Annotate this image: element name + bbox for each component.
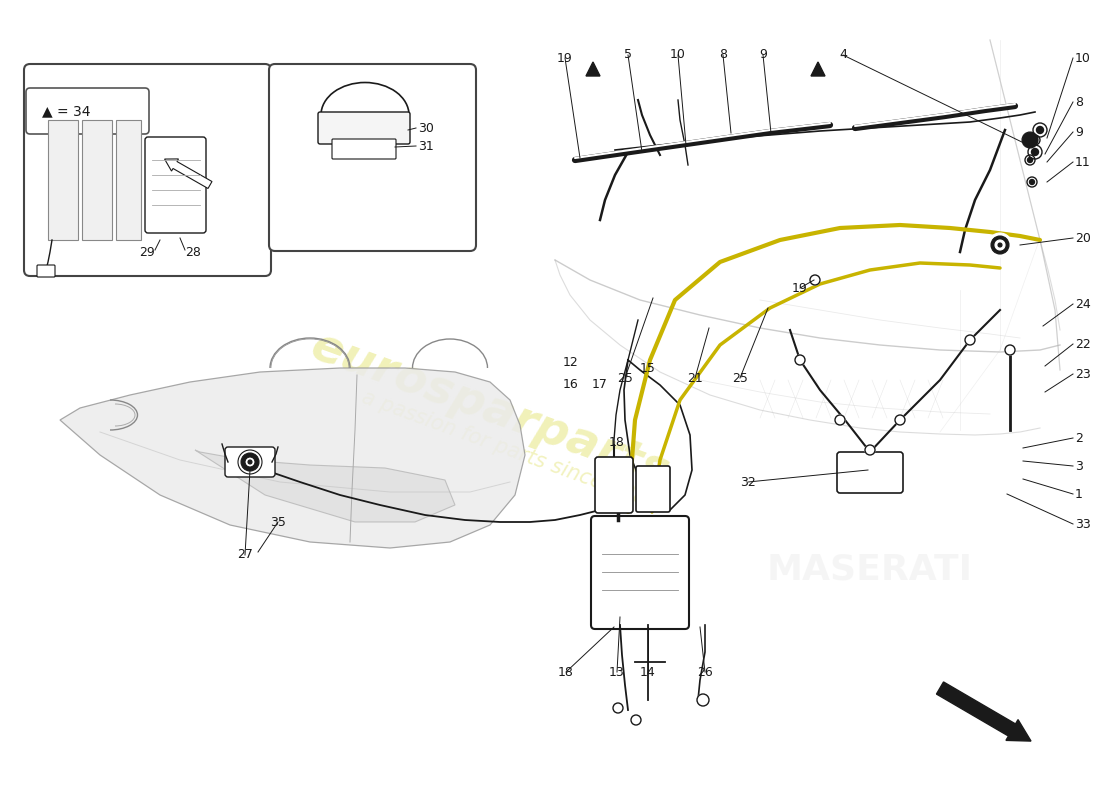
Circle shape — [1022, 132, 1038, 148]
Text: 28: 28 — [185, 246, 201, 258]
FancyBboxPatch shape — [595, 457, 632, 513]
FancyBboxPatch shape — [332, 139, 396, 159]
Text: 16: 16 — [563, 378, 579, 391]
Circle shape — [1027, 177, 1037, 187]
Text: 35: 35 — [271, 515, 286, 529]
Text: 33: 33 — [1075, 518, 1091, 530]
Text: eurosparparts: eurosparparts — [305, 324, 675, 496]
Bar — [48, 120, 78, 240]
FancyBboxPatch shape — [610, 502, 625, 512]
Polygon shape — [195, 450, 455, 522]
Circle shape — [988, 233, 1012, 257]
Text: 32: 32 — [740, 475, 756, 489]
FancyBboxPatch shape — [226, 447, 275, 477]
Circle shape — [1033, 138, 1037, 142]
Circle shape — [1025, 155, 1035, 165]
Text: 17: 17 — [592, 378, 608, 391]
Text: 15: 15 — [640, 362, 656, 374]
Text: 24: 24 — [1075, 298, 1091, 310]
Polygon shape — [586, 62, 600, 76]
Circle shape — [1030, 179, 1034, 185]
Circle shape — [865, 445, 874, 455]
Circle shape — [238, 450, 262, 474]
FancyBboxPatch shape — [591, 516, 689, 629]
Bar — [116, 120, 141, 240]
Circle shape — [1030, 135, 1040, 145]
Text: ▲ = 34: ▲ = 34 — [42, 104, 90, 118]
Text: 8: 8 — [719, 49, 727, 62]
FancyArrow shape — [165, 159, 212, 189]
Text: 29: 29 — [140, 246, 155, 258]
Circle shape — [991, 236, 1009, 254]
Text: 20: 20 — [1075, 231, 1091, 245]
Text: 26: 26 — [697, 666, 713, 678]
Text: 21: 21 — [688, 371, 703, 385]
Polygon shape — [60, 368, 525, 548]
Circle shape — [1033, 123, 1047, 137]
FancyBboxPatch shape — [145, 137, 206, 233]
Text: MASERATI: MASERATI — [767, 553, 974, 587]
Circle shape — [613, 703, 623, 713]
Circle shape — [998, 243, 1002, 247]
Text: 25: 25 — [617, 371, 632, 385]
Text: 19: 19 — [792, 282, 807, 294]
FancyArrow shape — [936, 682, 1031, 741]
FancyBboxPatch shape — [26, 88, 149, 134]
Circle shape — [1028, 145, 1042, 159]
Text: 22: 22 — [1075, 338, 1091, 350]
Circle shape — [1005, 345, 1015, 355]
Circle shape — [895, 415, 905, 425]
FancyBboxPatch shape — [37, 265, 55, 277]
Text: 9: 9 — [1075, 126, 1082, 138]
Circle shape — [1036, 126, 1044, 134]
Polygon shape — [811, 62, 825, 76]
Circle shape — [241, 453, 258, 471]
Text: 27: 27 — [238, 549, 253, 562]
Circle shape — [965, 335, 975, 345]
Text: 31: 31 — [418, 139, 433, 153]
Text: 23: 23 — [1075, 367, 1091, 381]
Circle shape — [631, 715, 641, 725]
FancyBboxPatch shape — [24, 64, 271, 276]
Text: 14: 14 — [640, 666, 656, 678]
Circle shape — [1027, 158, 1033, 162]
Circle shape — [1025, 135, 1035, 145]
Text: 10: 10 — [670, 49, 686, 62]
Text: 4: 4 — [839, 49, 847, 62]
Text: 30: 30 — [418, 122, 433, 134]
Text: 13: 13 — [609, 666, 625, 678]
Circle shape — [835, 415, 845, 425]
Text: 25: 25 — [733, 371, 748, 385]
Text: 18: 18 — [558, 666, 574, 678]
Text: 18: 18 — [609, 435, 625, 449]
Text: 8: 8 — [1075, 95, 1084, 109]
FancyBboxPatch shape — [636, 466, 670, 512]
FancyBboxPatch shape — [318, 112, 410, 144]
Text: 10: 10 — [1075, 51, 1091, 65]
Circle shape — [795, 355, 805, 365]
Text: a passion for parts since 1985: a passion for parts since 1985 — [359, 386, 661, 514]
Text: 19: 19 — [557, 51, 573, 65]
Circle shape — [996, 240, 1005, 250]
Text: 1: 1 — [1075, 487, 1082, 501]
Text: 11: 11 — [1075, 155, 1091, 169]
FancyBboxPatch shape — [837, 452, 903, 493]
Circle shape — [697, 694, 710, 706]
Bar — [82, 120, 112, 240]
Circle shape — [245, 457, 255, 467]
Circle shape — [810, 275, 820, 285]
Text: 3: 3 — [1075, 459, 1082, 473]
Circle shape — [1032, 149, 1038, 155]
Circle shape — [248, 460, 252, 464]
FancyBboxPatch shape — [270, 64, 476, 251]
Text: 12: 12 — [563, 357, 579, 370]
Text: 5: 5 — [624, 49, 632, 62]
Circle shape — [1028, 138, 1032, 142]
Text: 9: 9 — [759, 49, 767, 62]
Text: 2: 2 — [1075, 431, 1082, 445]
